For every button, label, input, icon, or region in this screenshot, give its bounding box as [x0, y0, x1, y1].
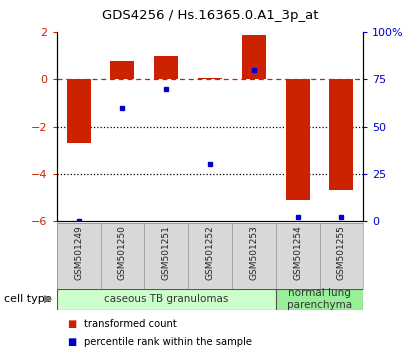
- Text: ▶: ▶: [44, 294, 52, 304]
- Text: GSM501253: GSM501253: [249, 225, 258, 280]
- Bar: [154, 56, 178, 79]
- Text: normal lung
parenchyma: normal lung parenchyma: [287, 288, 352, 310]
- Text: ■: ■: [67, 319, 76, 329]
- Text: transformed count: transformed count: [84, 319, 177, 329]
- Bar: [66, 79, 91, 143]
- Text: GDS4256 / Hs.16365.0.A1_3p_at: GDS4256 / Hs.16365.0.A1_3p_at: [102, 9, 318, 22]
- Bar: [57, 223, 100, 289]
- Bar: [242, 35, 266, 79]
- Bar: [57, 289, 276, 310]
- Text: GSM501254: GSM501254: [293, 225, 302, 280]
- Bar: [198, 78, 222, 79]
- Text: GSM501250: GSM501250: [118, 225, 127, 280]
- Text: GSM501249: GSM501249: [74, 225, 83, 280]
- Bar: [110, 62, 134, 79]
- Text: caseous TB granulomas: caseous TB granulomas: [104, 294, 228, 304]
- Text: ■: ■: [67, 337, 76, 347]
- Text: percentile rank within the sample: percentile rank within the sample: [84, 337, 252, 347]
- Bar: [329, 79, 354, 190]
- Text: GSM501252: GSM501252: [205, 225, 215, 280]
- Bar: [144, 223, 188, 289]
- Bar: [100, 223, 144, 289]
- Text: GSM501251: GSM501251: [162, 225, 171, 280]
- Bar: [188, 223, 232, 289]
- Text: GSM501255: GSM501255: [337, 225, 346, 280]
- Bar: [276, 289, 363, 310]
- Bar: [276, 223, 320, 289]
- Bar: [320, 223, 363, 289]
- Bar: [286, 79, 310, 200]
- Bar: [232, 223, 276, 289]
- Text: cell type: cell type: [4, 294, 52, 304]
